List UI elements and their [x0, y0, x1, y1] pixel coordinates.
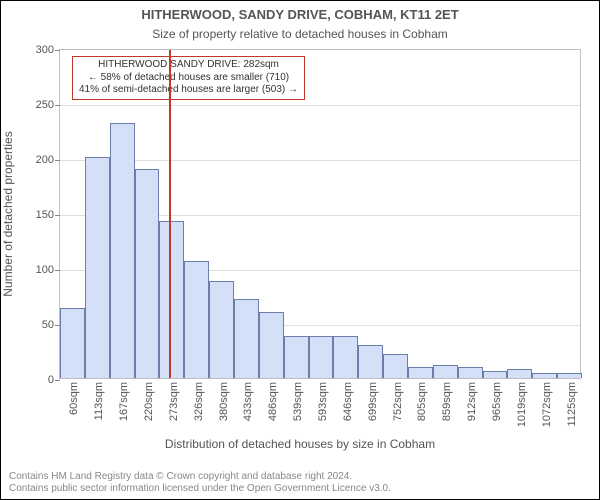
chart-container: HITHERWOOD, SANDY DRIVE, COBHAM, KT11 2E… [0, 0, 600, 500]
x-tick-label: 912sqm [466, 382, 478, 421]
chart-subtitle: Size of property relative to detached ho… [1, 27, 599, 41]
histogram-bar [433, 365, 458, 378]
histogram-bar [60, 308, 85, 378]
x-tick-label: 1125sqm [566, 382, 578, 426]
y-tick-label: 100 [36, 264, 54, 276]
x-tick-label: 60sqm [68, 382, 80, 415]
histogram-bar [458, 367, 483, 378]
annotation-box: HITHERWOOD SANDY DRIVE: 282sqm← 58% of d… [72, 56, 305, 100]
histogram-bar [159, 221, 184, 378]
y-tick-mark [55, 380, 60, 381]
y-tick-mark [55, 270, 60, 271]
annotation-line: 41% of semi-detached houses are larger (… [79, 84, 298, 97]
histogram-bar [408, 367, 433, 378]
y-tick-mark [55, 105, 60, 106]
x-tick-label: 380sqm [218, 382, 230, 421]
x-tick-label: 699sqm [367, 382, 379, 421]
y-tick-label: 300 [36, 44, 54, 56]
x-tick-label: 220sqm [143, 382, 155, 421]
footer-line-2: Contains public sector information licen… [9, 483, 591, 495]
annotation-line: ← 58% of detached houses are smaller (71… [79, 72, 298, 85]
x-axis-label: Distribution of detached houses by size … [1, 437, 599, 451]
x-tick-label: 113sqm [93, 382, 105, 420]
y-tick-label: 50 [42, 319, 54, 331]
histogram-bar [234, 299, 259, 378]
histogram-bar [85, 157, 110, 378]
x-tick-label: 167sqm [118, 382, 130, 421]
x-tick-label: 1019sqm [516, 382, 528, 427]
footer-line-1: Contains HM Land Registry data © Crown c… [9, 471, 591, 483]
x-tick-label: 539sqm [292, 382, 304, 421]
footer-attribution: Contains HM Land Registry data © Crown c… [9, 471, 591, 495]
y-tick-mark [55, 160, 60, 161]
x-tick-label: 486sqm [267, 382, 279, 421]
y-tick-mark [55, 215, 60, 216]
histogram-bar [532, 373, 557, 379]
gridline [60, 160, 580, 161]
histogram-bar [110, 123, 135, 378]
histogram-bar [259, 312, 284, 378]
annotation-line: HITHERWOOD SANDY DRIVE: 282sqm [79, 59, 298, 72]
x-tick-label: 646sqm [342, 382, 354, 421]
marker-line [169, 50, 171, 378]
histogram-bar [333, 336, 358, 378]
x-tick-label: 1072sqm [541, 382, 553, 427]
chart-title: HITHERWOOD, SANDY DRIVE, COBHAM, KT11 2E… [1, 7, 599, 22]
x-tick-label: 433sqm [242, 382, 254, 421]
x-tick-label: 805sqm [416, 382, 428, 421]
gridline [60, 105, 580, 106]
histogram-bar [358, 345, 383, 378]
x-tick-label: 273sqm [168, 382, 180, 421]
x-tick-label: 752sqm [392, 382, 404, 421]
histogram-bar [383, 354, 408, 378]
y-tick-label: 150 [36, 209, 54, 221]
plot-area: HITHERWOOD SANDY DRIVE: 282sqm← 58% of d… [59, 49, 581, 379]
histogram-bar [483, 371, 508, 378]
y-tick-label: 0 [48, 374, 54, 386]
histogram-bar [557, 373, 582, 379]
histogram-bar [309, 336, 334, 378]
y-tick-label: 250 [36, 99, 54, 111]
x-tick-label: 593sqm [317, 382, 329, 421]
histogram-bar [209, 281, 234, 378]
x-tick-label: 326sqm [193, 382, 205, 421]
histogram-bar [284, 336, 309, 378]
histogram-bar [135, 169, 160, 378]
x-tick-label: 965sqm [491, 382, 503, 421]
y-tick-mark [55, 50, 60, 51]
histogram-bar [184, 261, 209, 378]
x-tick-label: 859sqm [441, 382, 453, 421]
y-tick-label: 200 [36, 154, 54, 166]
histogram-bar [507, 369, 532, 378]
y-axis-label: Number of detached properties [1, 131, 15, 296]
